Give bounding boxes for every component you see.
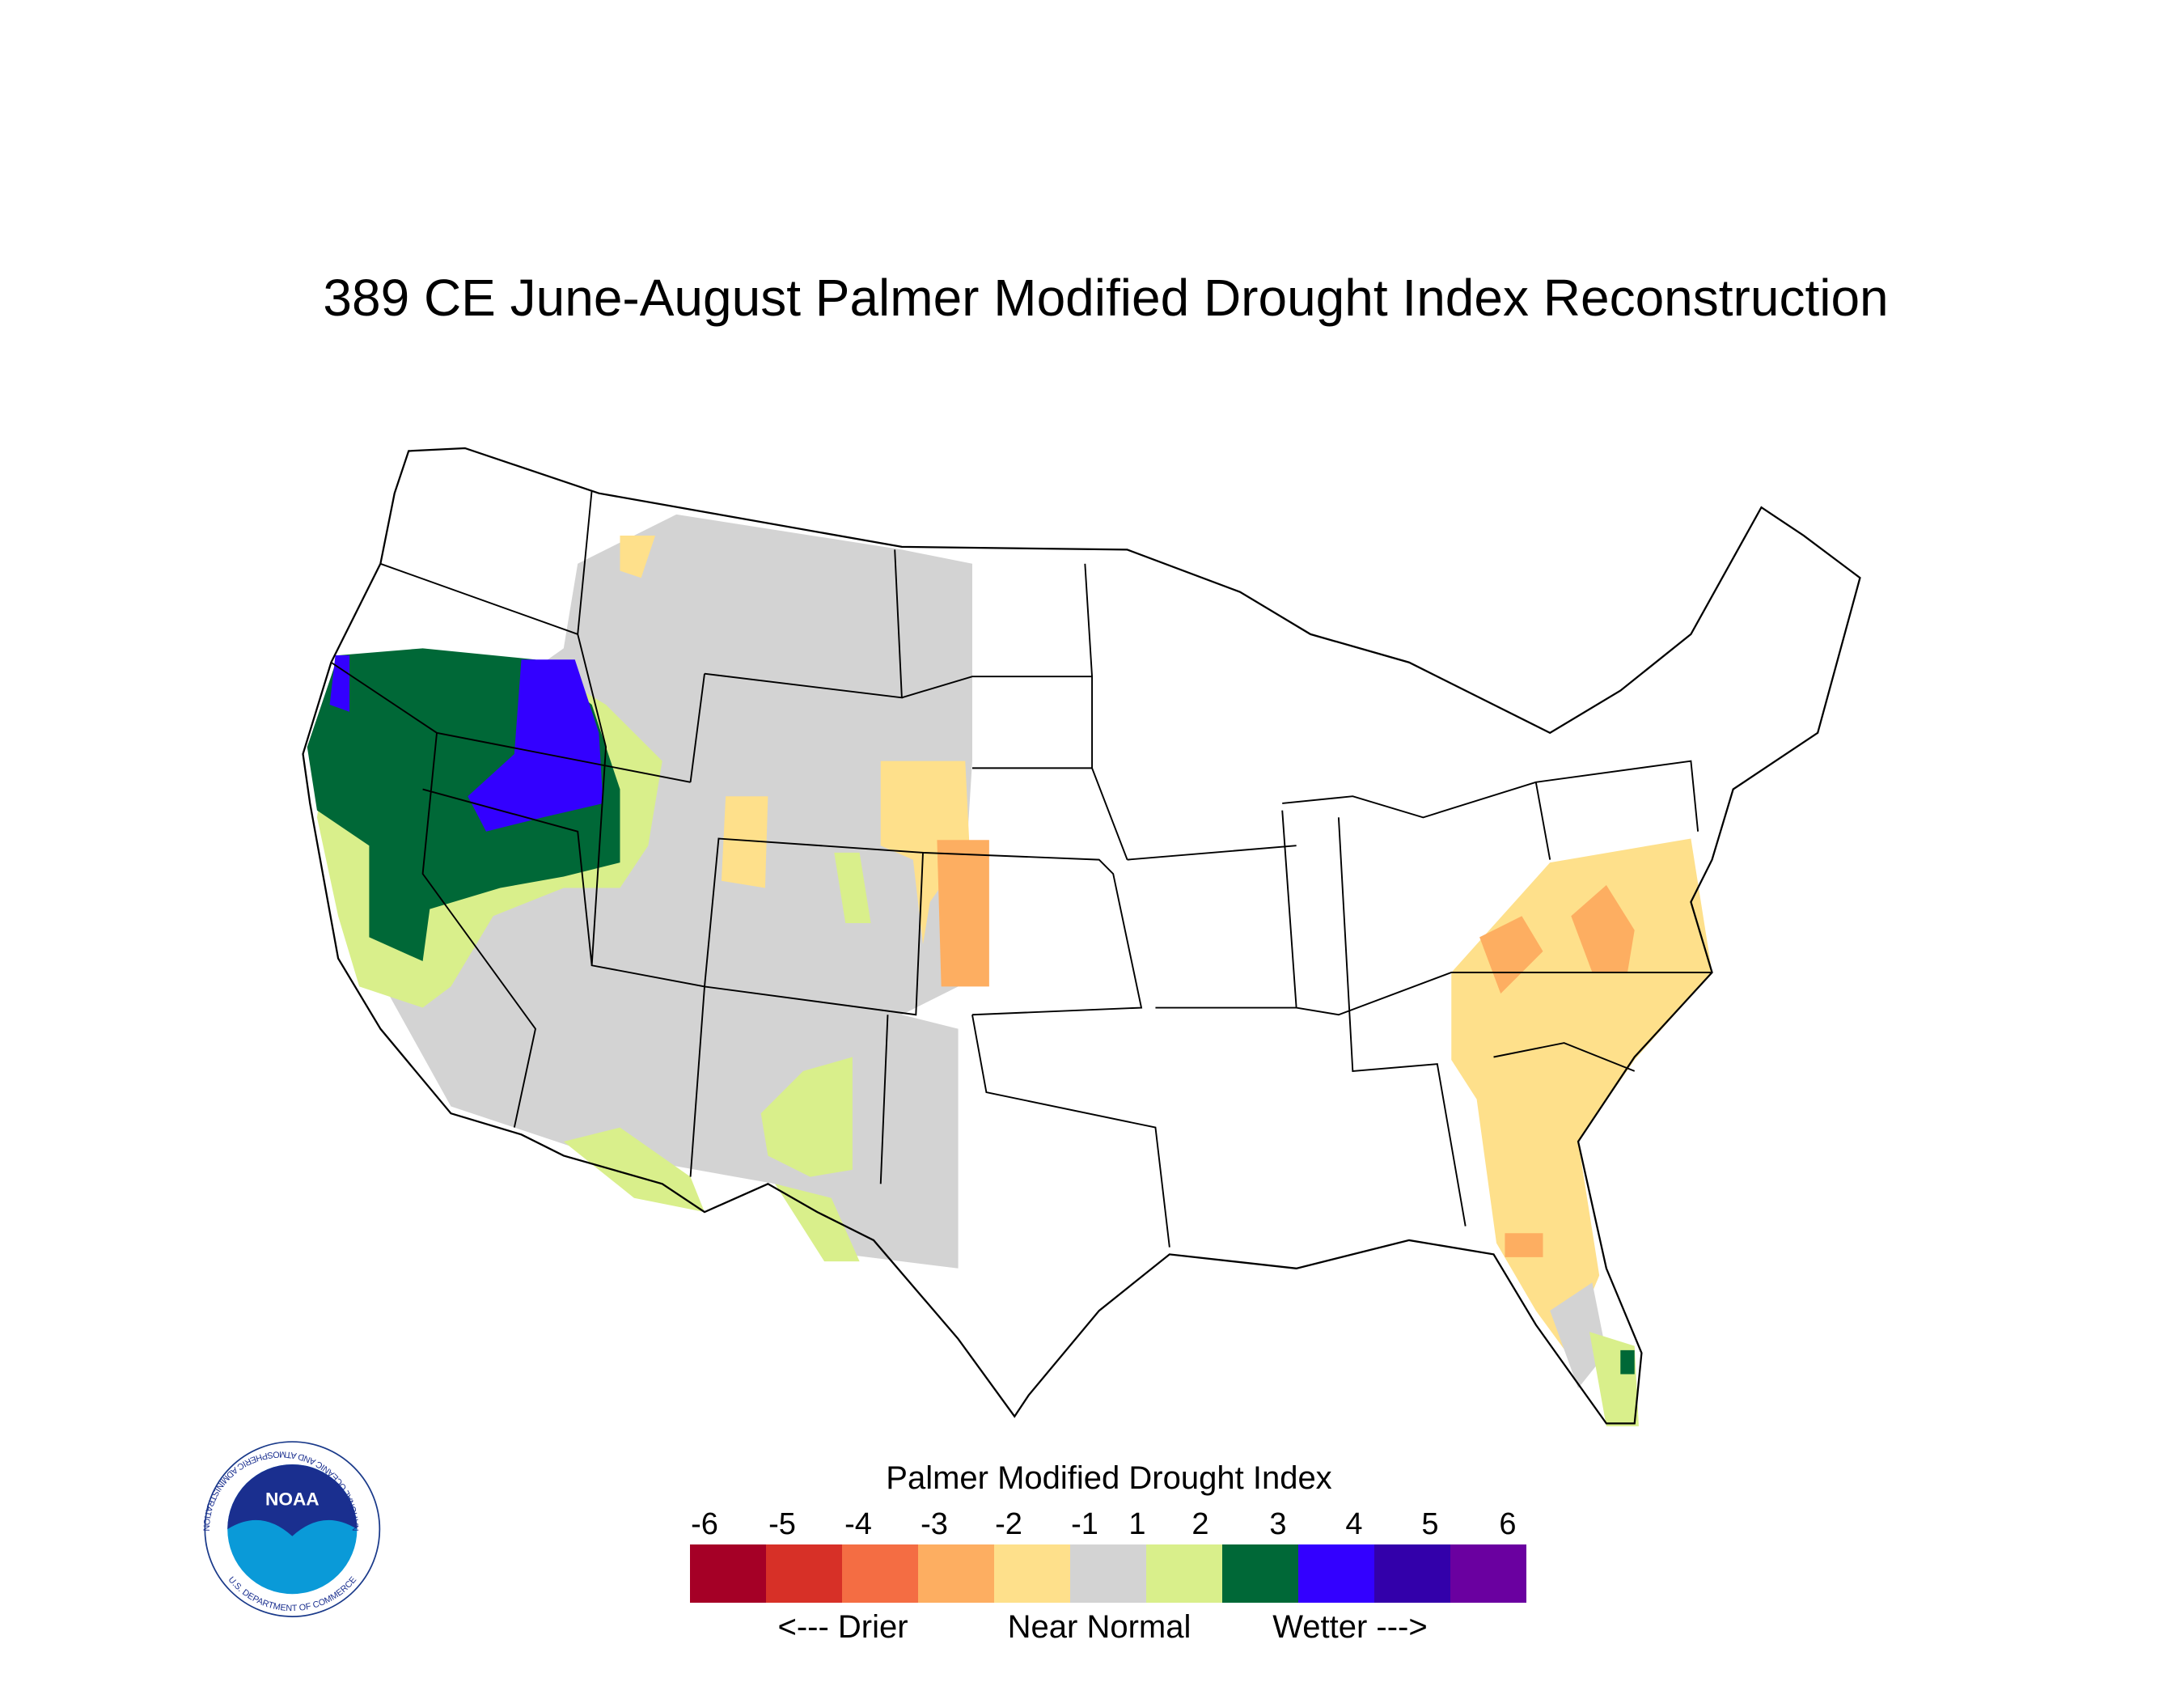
noaa-logo: NOAA NATIONAL OCEANIC AND ATMOSPHERIC AD… bbox=[201, 1441, 381, 1617]
legend: -6 -5 -4 -3 -2 -1 1 2 3 4 5 6 <--- Drier Near Normal W… bbox=[690, 1507, 1526, 1645]
legend-title: Palmer Modified Drought Index bbox=[886, 1460, 1331, 1496]
legend-tick-label: 3 bbox=[1269, 1507, 1286, 1541]
legend-label: <--- Drier bbox=[777, 1609, 908, 1645]
title: 389 CE June-August Palmer Modified Droug… bbox=[323, 269, 1888, 327]
legend-tick-label: -3 bbox=[921, 1507, 948, 1541]
patch-near-normal bbox=[1550, 1282, 1606, 1388]
legend-swatch bbox=[1070, 1544, 1146, 1603]
patch-wet bbox=[834, 852, 871, 924]
legend-swatch bbox=[1222, 1544, 1298, 1603]
patch-moderate-dry bbox=[1571, 884, 1635, 972]
legend-tick-label: 5 bbox=[1421, 1507, 1438, 1541]
patch-moderate-dry bbox=[1479, 916, 1543, 994]
patch-dry bbox=[721, 796, 768, 888]
legend-swatch bbox=[842, 1544, 918, 1603]
legend-tick-label: 2 bbox=[1191, 1507, 1208, 1541]
legend-tick-label: 4 bbox=[1345, 1507, 1362, 1541]
logo-name: NOAA bbox=[265, 1489, 320, 1509]
map bbox=[302, 447, 1861, 1426]
patch-wet bbox=[775, 1184, 860, 1262]
state-lines bbox=[330, 490, 1712, 1248]
patch-very-wet bbox=[1620, 1349, 1635, 1375]
patch-moderate-dry bbox=[1505, 1233, 1543, 1257]
legend-swatch bbox=[994, 1544, 1070, 1603]
legend-swatch bbox=[1298, 1544, 1374, 1603]
legend-swatch bbox=[1450, 1544, 1526, 1603]
legend-swatch bbox=[1374, 1544, 1450, 1603]
patch-wet bbox=[760, 1057, 853, 1177]
patch-dry bbox=[620, 535, 656, 578]
legend-swatch bbox=[690, 1544, 766, 1603]
legend-tick-label: -6 bbox=[691, 1507, 718, 1541]
legend-swatch bbox=[1146, 1544, 1222, 1603]
patch-wet bbox=[563, 1127, 705, 1213]
legend-tick-label: -2 bbox=[995, 1507, 1022, 1541]
patch-extreme-wet bbox=[329, 655, 350, 712]
legend-swatch bbox=[918, 1544, 994, 1603]
legend-label: Near Normal bbox=[1008, 1609, 1191, 1645]
patch-moderate-dry bbox=[937, 840, 989, 987]
logo-top bbox=[227, 1464, 358, 1536]
us-outline bbox=[302, 447, 1861, 1425]
legend-swatch bbox=[766, 1544, 842, 1603]
patch-extreme-wet bbox=[468, 659, 603, 832]
legend-tick-label: 6 bbox=[1499, 1507, 1516, 1541]
legend-tick-label: 1 bbox=[1128, 1507, 1145, 1541]
legend-tick-label: -4 bbox=[844, 1507, 872, 1541]
legend-tick-label: -5 bbox=[768, 1507, 796, 1541]
legend-tick-label: -1 bbox=[1071, 1507, 1098, 1541]
legend-label: Wetter ---> bbox=[1272, 1609, 1428, 1645]
